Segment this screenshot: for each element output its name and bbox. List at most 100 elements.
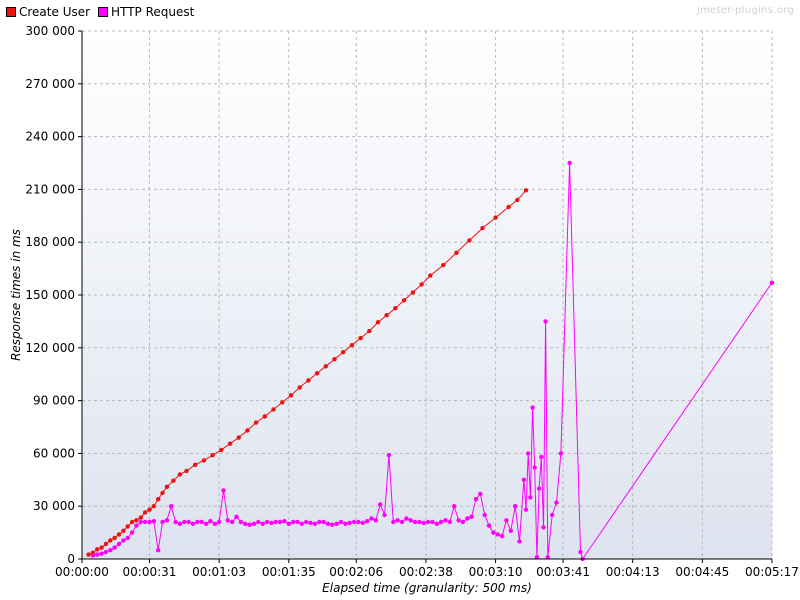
- data-point-http-request: [356, 519, 361, 525]
- x-tick-label: 00:05:17: [745, 565, 799, 579]
- data-point-http-request: [421, 520, 426, 526]
- x-axis-title: Elapsed time (granularity: 500 ms): [322, 581, 532, 595]
- data-point-http-request: [447, 519, 453, 525]
- data-point-create-user: [103, 541, 109, 547]
- data-point-create-user: [156, 497, 161, 502]
- data-point-create-user: [358, 335, 363, 341]
- data-point-http-request: [273, 519, 278, 525]
- data-point-http-request: [473, 497, 479, 502]
- data-point-create-user: [227, 441, 233, 446]
- data-point-http-request: [260, 521, 265, 526]
- data-point-http-request: [295, 519, 300, 525]
- data-point-http-request: [304, 519, 309, 525]
- data-point-http-request: [567, 160, 572, 166]
- data-point-http-request: [225, 518, 230, 523]
- data-point-http-request: [412, 519, 418, 525]
- data-point-create-user: [160, 490, 165, 496]
- data-point-create-user: [367, 328, 372, 334]
- x-tick-label: 00:04:45: [675, 565, 729, 579]
- data-point-http-request: [195, 519, 200, 525]
- data-point-http-request: [256, 519, 261, 525]
- data-point-create-user: [86, 552, 91, 557]
- data-point-http-request: [221, 488, 226, 493]
- data-point-http-request: [541, 525, 546, 530]
- data-point-http-request: [243, 521, 248, 526]
- y-tick-label: 180 000: [25, 235, 75, 249]
- data-point-create-user: [219, 447, 224, 453]
- data-point-http-request: [386, 453, 392, 458]
- data-point-http-request: [495, 532, 500, 537]
- data-point-create-user: [280, 400, 285, 405]
- data-point-http-request: [482, 512, 487, 518]
- data-point-http-request: [169, 504, 174, 509]
- data-point-http-request: [238, 519, 244, 525]
- data-point-create-user: [441, 262, 446, 268]
- data-point-http-request: [90, 553, 96, 558]
- data-point-http-request: [478, 491, 483, 497]
- data-point-create-user: [410, 290, 416, 295]
- data-point-create-user: [341, 350, 346, 355]
- data-point-create-user: [171, 478, 176, 483]
- data-point-create-user: [523, 188, 529, 193]
- data-point-http-request: [338, 519, 344, 525]
- data-point-create-user: [314, 371, 320, 376]
- data-point-create-user: [332, 357, 337, 362]
- grid-lines: [82, 30, 773, 559]
- data-point-http-request: [452, 504, 457, 509]
- legend-item-http-request[interactable]: HTTP Request: [98, 5, 194, 19]
- data-point-http-request: [554, 500, 559, 505]
- data-point-http-request: [434, 521, 439, 526]
- data-point-http-request: [286, 521, 291, 526]
- data-point-http-request: [325, 521, 331, 526]
- y-tick-label: 30 000: [33, 499, 75, 513]
- data-point-http-request: [203, 521, 209, 526]
- data-point-create-user: [297, 385, 302, 390]
- data-point-http-request: [334, 521, 339, 526]
- data-point-http-request: [347, 520, 352, 526]
- data-point-http-request: [230, 519, 235, 525]
- data-point-http-request: [134, 523, 139, 528]
- y-tick-label: 150 000: [25, 288, 75, 302]
- data-point-create-user: [138, 515, 143, 520]
- data-point-http-request: [378, 502, 383, 507]
- data-point-http-request: [399, 519, 405, 525]
- series-create-user: [86, 188, 529, 557]
- data-point-create-user: [134, 518, 139, 523]
- legend-item-create-user[interactable]: Create User: [6, 5, 90, 19]
- data-point-create-user: [323, 364, 328, 369]
- data-point-http-request: [343, 521, 348, 526]
- data-point-http-request: [530, 405, 535, 410]
- y-tick-label: 240 000: [25, 130, 75, 144]
- data-point-create-user: [151, 504, 156, 509]
- legend-swatch-http-request: [98, 7, 109, 17]
- watermark: jmeter-plugins.org: [697, 5, 794, 16]
- data-point-http-request: [523, 507, 529, 512]
- data-point-http-request: [550, 512, 555, 518]
- data-point-http-request: [508, 528, 513, 533]
- data-point-create-user: [142, 510, 148, 515]
- data-point-http-request: [317, 519, 322, 525]
- x-tick-label: 00:03:10: [469, 565, 523, 579]
- data-point-create-user: [112, 535, 117, 541]
- data-point-http-request: [321, 519, 326, 525]
- data-point-http-request: [216, 519, 222, 525]
- data-point-http-request: [517, 539, 522, 544]
- data-point-http-request: [160, 519, 165, 525]
- data-point-http-request: [142, 519, 148, 525]
- data-point-http-request: [212, 521, 217, 526]
- data-point-http-request: [456, 518, 461, 523]
- data-point-http-request: [465, 516, 470, 521]
- x-tick-label: 00:00:00: [55, 565, 109, 579]
- legend-swatch-create-user: [6, 7, 16, 17]
- data-point-http-request: [443, 518, 448, 523]
- data-point-http-request: [539, 454, 544, 460]
- data-point-create-user: [375, 320, 381, 325]
- data-point-http-request: [395, 518, 400, 523]
- data-point-http-request: [469, 514, 474, 519]
- data-point-create-user: [245, 428, 250, 433]
- data-point-create-user: [201, 458, 207, 463]
- data-point-http-request: [578, 549, 583, 555]
- data-point-create-user: [95, 547, 100, 552]
- data-point-http-request: [417, 519, 422, 525]
- data-point-http-request: [116, 541, 122, 547]
